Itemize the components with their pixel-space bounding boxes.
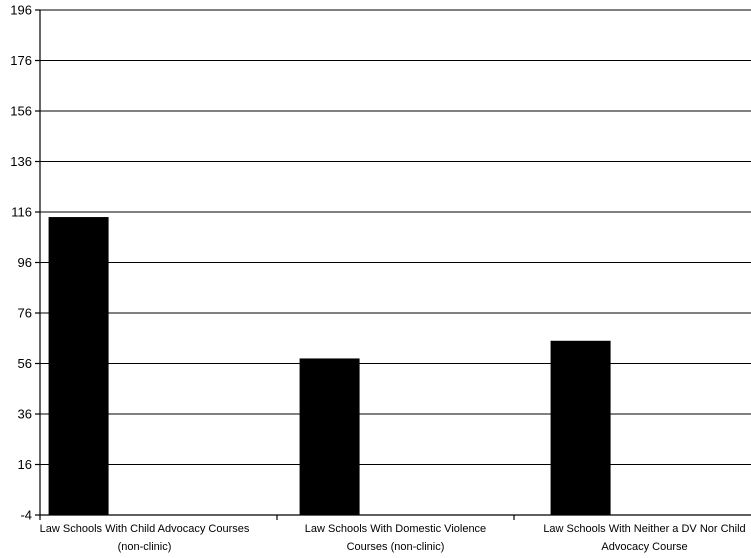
bar bbox=[550, 340, 611, 515]
x-category-label: Law Schools With Neither a DV Nor Child A… bbox=[543, 523, 745, 553]
y-tick-label: 76 bbox=[18, 306, 32, 321]
y-tick-label: 116 bbox=[11, 205, 32, 220]
bar bbox=[48, 217, 109, 516]
y-tick-label: -4 bbox=[20, 508, 32, 523]
x-category-label: Law Schools With Domestic Violence Course… bbox=[305, 523, 486, 553]
y-tick-label: 56 bbox=[18, 356, 32, 371]
gridlines bbox=[40, 9, 751, 465]
y-tick-labels: 196 176 156 136 116 96 76 56 36 16 -4 bbox=[10, 3, 32, 523]
y-tick-label: 156 bbox=[10, 104, 32, 119]
bar bbox=[299, 358, 360, 515]
y-tick-label: 176 bbox=[10, 53, 32, 68]
y-tick-label: 96 bbox=[18, 255, 32, 270]
y-tick-label: 196 bbox=[10, 3, 32, 18]
y-tick-label: 16 bbox=[18, 457, 32, 472]
y-tick-label: 36 bbox=[18, 407, 32, 422]
x-category-labels: Law Schools With Child Advocacy Courses(… bbox=[40, 523, 746, 553]
x-category-label: Law Schools With Child Advocacy Courses(… bbox=[40, 523, 250, 553]
bars bbox=[48, 217, 611, 516]
y-tick-label: 136 bbox=[10, 154, 32, 169]
axes bbox=[35, 9, 751, 520]
